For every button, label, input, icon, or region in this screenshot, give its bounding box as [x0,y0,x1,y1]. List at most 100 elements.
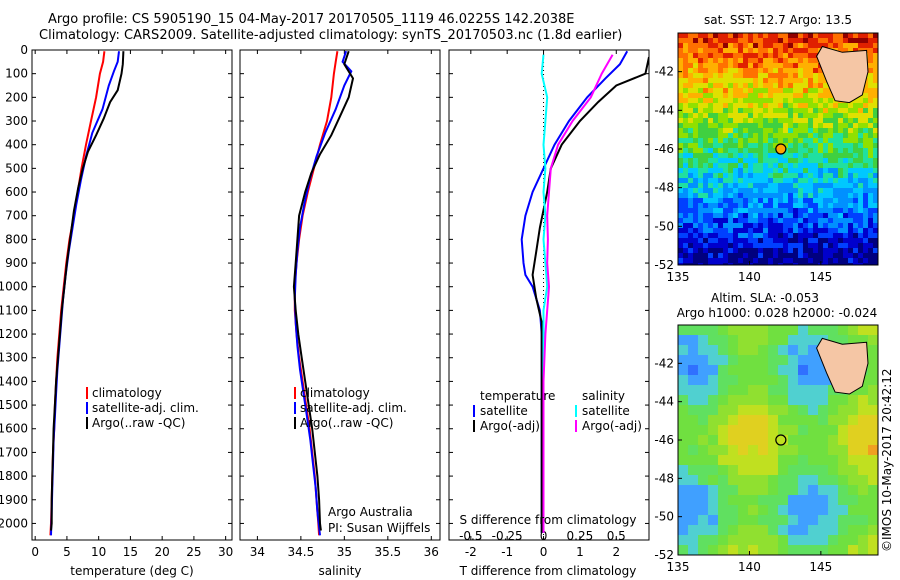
map-cell [693,78,698,83]
map-cell [818,485,828,495]
map-cell [758,475,768,485]
map-cell [793,253,798,258]
map-cell [678,173,683,178]
map-cell [738,148,743,153]
map-cell [738,98,743,103]
map-cell [703,38,708,43]
map-cell [763,173,768,178]
map-cell [858,128,863,133]
map-cell [693,63,698,68]
map-cell [828,435,838,445]
map-cell [808,43,813,48]
map-cell [718,103,723,108]
map-cell [773,253,778,258]
map-cell [823,173,828,178]
map-cell [738,395,748,405]
map-cell [738,345,748,355]
map-cell [748,253,753,258]
map-cell [698,335,708,345]
map-cell [773,153,778,158]
map-cell [738,138,743,143]
difference-xlabel: T difference from climatology [459,564,637,578]
map-cell [798,63,803,68]
map-cell [868,208,873,213]
map-cell [733,33,738,38]
map-cell [758,108,763,113]
map-cell [743,213,748,218]
map-cell [808,163,813,168]
map-cell [728,485,738,495]
map-x-tick-label: 145 [809,560,832,574]
map-cell [848,118,853,123]
map-cell [798,525,808,535]
map-cell [678,228,683,233]
map-cell [863,248,868,253]
map-cell [763,233,768,238]
map-cell [763,118,768,123]
map-cell [788,153,793,158]
map-cell [768,138,773,143]
map-cell [803,203,808,208]
map-cell [828,213,833,218]
map-cell [728,263,733,265]
y-tick-label: 400 [5,138,28,152]
map-cell [843,218,848,223]
map-cell [768,103,773,108]
map-cell [798,515,808,525]
map-cell [808,545,818,555]
map-cell [733,133,738,138]
map-cell [803,63,808,68]
map-cell [693,243,698,248]
map-cell [703,158,708,163]
map-cell [698,465,708,475]
map-cell [713,218,718,223]
map-cell [708,263,713,265]
map-cell [838,193,843,198]
map-cell [733,253,738,258]
map-cell [758,545,768,555]
map-cell [753,153,758,158]
map-cell [818,33,823,38]
map-cell [758,103,763,108]
map-cell [858,113,863,118]
map-cell [743,148,748,153]
map-cell [683,88,688,93]
map-cell [783,193,788,198]
map-cell [838,405,848,415]
map-cell [848,243,853,248]
map-cell [773,128,778,133]
map-cell [698,243,703,248]
map-cell [703,193,708,198]
map-cell [798,118,803,123]
map-cell [733,88,738,93]
map-cell [798,58,803,63]
map-cell [818,258,823,263]
map-cell [708,233,713,238]
map-cell [788,355,798,365]
map-cell [728,238,733,243]
map-cell [748,133,753,138]
map-cell [693,68,698,73]
map-cell [823,188,828,193]
map-cell [738,183,743,188]
map-cell [803,98,808,103]
map-cell [873,98,878,103]
map-cell [728,435,738,445]
map-cell [773,168,778,173]
map-cell [793,43,798,48]
map-cell [838,223,843,228]
map-cell [743,73,748,78]
map-cell [743,98,748,103]
map-cell [793,213,798,218]
map-cell [813,93,818,98]
map-cell [748,73,753,78]
map-cell [713,33,718,38]
map-cell [733,218,738,223]
map-cell [813,218,818,223]
map-cell [803,233,808,238]
map-cell [728,93,733,98]
map-cell [848,168,853,173]
map-cell [778,248,783,253]
map-cell [728,158,733,163]
